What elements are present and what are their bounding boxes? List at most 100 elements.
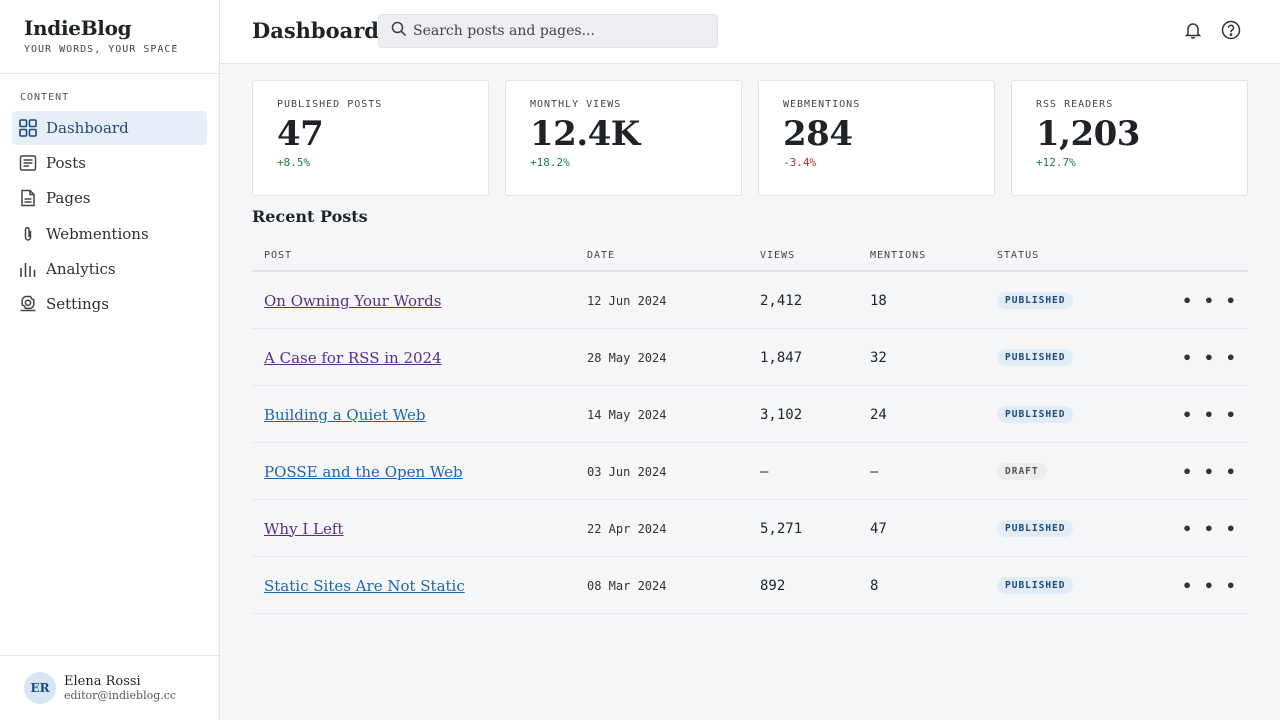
post-title-link[interactable]: On Owning Your Words [264,291,442,310]
search-input[interactable] [413,23,703,39]
notifications-button[interactable] [1181,20,1205,44]
post-title-link[interactable]: Static Sites Are Not Static [264,576,465,595]
post-mentions: 24 [870,406,887,423]
more-actions-button[interactable]: • • • [1182,462,1239,481]
brand: IndieBlog YOUR WORDS, YOUR SPACE [0,0,219,74]
stat-value: 284 [783,114,853,154]
paperclip-icon [18,224,38,244]
document-lines-icon [18,153,38,173]
bell-icon [1184,21,1202,43]
post-date: 22 Apr 2024 [587,521,667,536]
post-title-link[interactable]: Why I Left [264,519,344,538]
sidebar-item-label: Pages [46,189,91,208]
user-name: Elena Rossi [64,674,141,689]
post-date: 12 Jun 2024 [587,293,667,308]
table-row: Static Sites Are Not Static 08 Mar 2024 … [252,557,1248,614]
user-profile[interactable]: ER Elena Rossi editor@indieblog.cc [0,655,219,720]
help-circle-icon [1221,20,1241,44]
bar-chart-icon [18,259,38,279]
status-badge: PUBLISHED [997,406,1074,423]
stat-card-published-posts: PUBLISHED POSTS 47 +8.5% [252,80,489,196]
stats-row: PUBLISHED POSTS 47 +8.5% MONTHLY VIEWS 1… [252,80,1248,196]
post-views: 892 [760,577,786,594]
stat-card-rss-readers: RSS READERS 1,203 +12.7% [1011,80,1248,196]
column-header-views[interactable]: VIEWS [760,250,796,261]
post-mentions: 47 [870,520,887,537]
stat-value: 1,203 [1036,114,1140,154]
post-views: 1,847 [760,349,803,366]
stat-card-webmentions: WEBMENTIONS 284 -3.4% [758,80,995,196]
brand-tagline: YOUR WORDS, YOUR SPACE [24,44,179,55]
status-badge: PUBLISHED [997,349,1074,366]
post-mentions: 8 [870,577,879,594]
post-date: 14 May 2024 [587,407,667,422]
post-title-link[interactable]: Building a Quiet Web [264,405,426,424]
more-actions-button[interactable]: • • • [1182,291,1239,310]
sidebar-nav: Dashboard Posts Pages Webmentions Analyt… [12,111,207,322]
post-date: 28 May 2024 [587,350,667,365]
brand-name[interactable]: IndieBlog [24,16,132,40]
stat-change: +12.7% [1036,156,1076,169]
sidebar-item-analytics[interactable]: Analytics [12,252,207,286]
page-icon [18,188,38,208]
status-badge: PUBLISHED [997,520,1074,537]
column-header-mentions[interactable]: MENTIONS [870,250,927,261]
stat-label: RSS READERS [1036,99,1114,110]
post-date: 03 Jun 2024 [587,464,667,479]
table-row: Building a Quiet Web 14 May 2024 3,102 2… [252,386,1248,443]
post-date: 08 Mar 2024 [587,578,667,593]
more-actions-button[interactable]: • • • [1182,576,1239,595]
more-actions-button[interactable]: • • • [1182,405,1239,424]
post-views: 3,102 [760,406,803,423]
post-title-link[interactable]: A Case for RSS in 2024 [264,348,442,367]
status-badge: PUBLISHED [997,577,1074,594]
sidebar-item-posts[interactable]: Posts [12,146,207,180]
table-row: On Owning Your Words 12 Jun 2024 2,412 1… [252,272,1248,329]
post-views: — [760,463,769,480]
sidebar-item-pages[interactable]: Pages [12,181,207,215]
status-badge: PUBLISHED [997,292,1074,309]
sidebar-item-dashboard[interactable]: Dashboard [12,111,207,145]
table-row: Why I Left 22 Apr 2024 5,271 47 PUBLISHE… [252,500,1248,557]
sidebar-item-label: Dashboard [46,119,129,137]
column-header-post[interactable]: POST [264,250,293,261]
table-header: POST DATE VIEWS MENTIONS STATUS [252,240,1248,272]
column-header-date[interactable]: DATE [587,250,616,261]
post-title-link[interactable]: POSSE and the Open Web [264,462,463,481]
user-email: editor@indieblog.cc [64,689,177,702]
post-views: 2,412 [760,292,803,309]
grid-icon [18,118,38,138]
sidebar: IndieBlog YOUR WORDS, YOUR SPACE CONTENT… [0,0,220,720]
stat-change: -3.4% [783,156,817,169]
stat-label: PUBLISHED POSTS [277,99,383,110]
table-row: A Case for RSS in 2024 28 May 2024 1,847… [252,329,1248,386]
sidebar-item-webmentions[interactable]: Webmentions [12,217,207,251]
status-badge: DRAFT [997,463,1047,480]
user-info: Elena Rossi editor@indieblog.cc [64,674,176,702]
sidebar-item-label: Settings [46,294,109,313]
column-header-status[interactable]: STATUS [997,250,1040,261]
stat-value: 12.4K [530,114,640,154]
post-mentions: — [870,463,879,480]
nav-section-label: CONTENT [20,92,70,103]
page-title: Dashboard [252,18,379,43]
stat-change: +8.5% [277,156,311,169]
search-box[interactable] [378,14,718,48]
gear-icon [18,294,38,314]
top-bar: Dashboard [220,0,1280,64]
sidebar-item-settings[interactable]: Settings [12,287,207,321]
post-mentions: 32 [870,349,887,366]
stat-label: MONTHLY VIEWS [530,99,622,110]
recent-posts-table: POST DATE VIEWS MENTIONS STATUS On Ownin… [252,240,1248,614]
stat-change: +18.2% [530,156,570,169]
search-icon [391,21,407,41]
help-button[interactable] [1219,20,1243,44]
sidebar-item-label: Webmentions [46,224,149,243]
post-views: 5,271 [760,520,803,537]
more-actions-button[interactable]: • • • [1182,519,1239,538]
sidebar-item-label: Analytics [46,259,116,278]
post-mentions: 18 [870,292,887,309]
more-actions-button[interactable]: • • • [1182,348,1239,367]
avatar: ER [24,672,56,704]
stat-value: 47 [277,114,324,154]
